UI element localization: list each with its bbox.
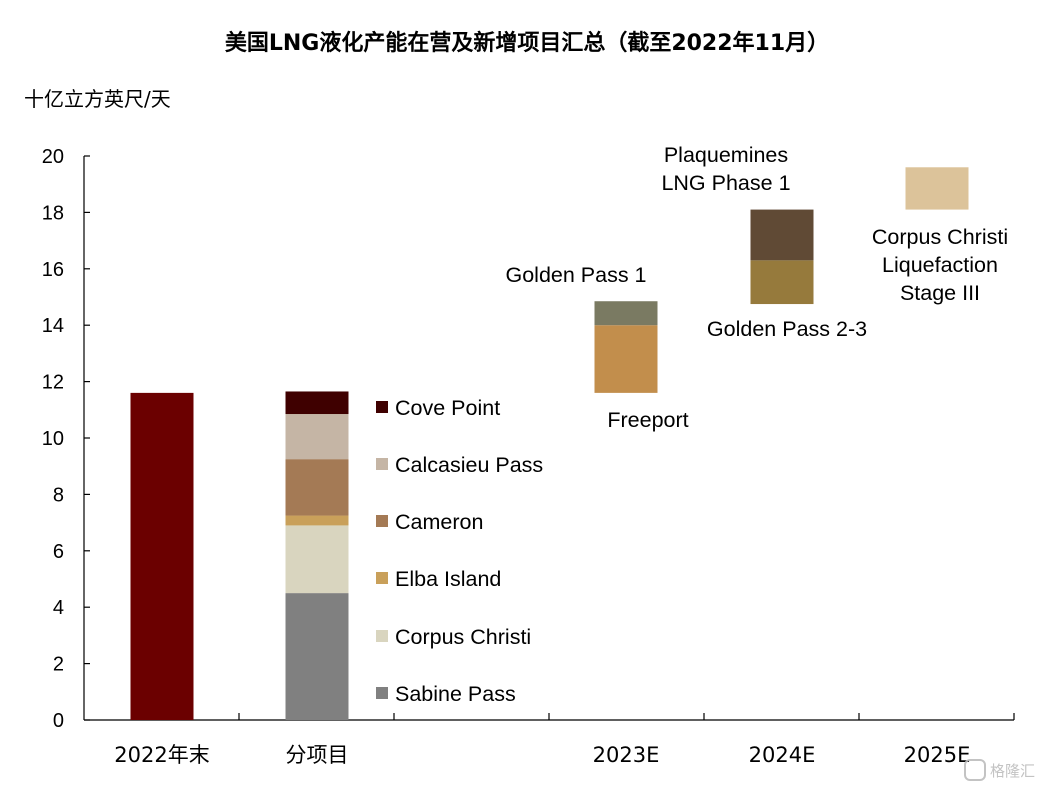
y-tick-label: 2 [53,654,64,676]
annotation-plaquemines: LNG Phase 1 [661,171,790,195]
annotation-golden-pass-1: Golden Pass 1 [505,263,646,287]
bar-new-corpus-christi-liquefaction-stage-iii [905,167,969,210]
bar-segment-cameron [285,459,349,516]
watermark-text: 格隆汇 [990,762,1035,780]
watermark: 格隆汇 [964,759,1035,781]
y-axis-unit-label: 十亿立方英尺/天 [24,87,171,111]
annotation-plaquemines: Plaquemines [664,143,788,167]
x-category-label: 分项目 [286,743,349,767]
legend-swatch [376,687,388,699]
x-category-label: 2023E [593,743,660,767]
legend-label: Cove Point [395,396,500,420]
bar-new-golden-pass-2-3 [750,260,814,305]
annotation-golden-pass-2-3: Golden Pass 2-3 [707,317,867,341]
watermark-logo-icon [964,759,986,781]
bar-segment-corpus-christi [285,525,349,594]
bar-segment-elba-island [285,515,349,526]
y-tick-label: 14 [42,315,64,337]
legend-label: Elba Island [395,567,501,591]
bar-segment-sabine-pass [285,593,349,720]
annotation-corpus-christi-stage-iii: Stage III [900,281,980,305]
y-axis: 0 2 4 6 8 10 12 14 16 18 20 [42,146,90,732]
x-category-label: 2025E [904,743,971,767]
bar-new-freeport [594,325,658,393]
legend-label: Sabine Pass [395,682,516,706]
bar-2022-total [130,392,194,720]
annotation-corpus-christi-stage-iii: Corpus Christi [872,225,1008,249]
legend-swatch [376,458,388,470]
y-tick-label: 20 [42,146,64,168]
y-tick-label: 18 [42,202,64,224]
y-tick-label: 10 [42,428,64,450]
annotation-corpus-christi-stage-iii: Liquefaction [882,253,998,277]
x-category-label: 2022年末 [114,743,209,767]
y-tick-label: 16 [42,259,64,281]
legend-label: Corpus Christi [395,625,531,649]
legend-swatch [376,630,388,642]
y-tick-label: 4 [53,597,64,619]
y-tick-label: 12 [42,372,64,394]
annotation-freeport: Freeport [607,408,688,432]
bars-layer [130,167,969,720]
bar-segment-calcasieu-pass [285,414,349,460]
x-category-label: 2024E [749,743,816,767]
legend-swatch [376,515,388,527]
y-tick-label: 8 [53,484,64,506]
bar-new-plaquemines-lng-phase-1 [750,209,814,261]
bar-new-golden-pass-1 [594,301,658,326]
legend-label: Calcasieu Pass [395,453,543,477]
x-axis: 2022年末 分项目 2023E 2024E 2025E [84,713,1015,767]
legend-label: Cameron [395,510,483,534]
legend: Cove Point Calcasieu Pass Cameron Elba Isla… [376,396,543,706]
legend-swatch [376,572,388,584]
annotations: Freeport Golden Pass 1 Golden Pass 2-3 Plaq… [505,143,1008,432]
chart-title: 美国LNG液化产能在营及新增项目汇总（截至2022年11月） [225,30,829,56]
y-tick-label: 0 [53,710,64,732]
y-tick-label: 6 [53,541,64,563]
bar-segment-cove-point [285,391,349,415]
legend-swatch [376,401,388,413]
